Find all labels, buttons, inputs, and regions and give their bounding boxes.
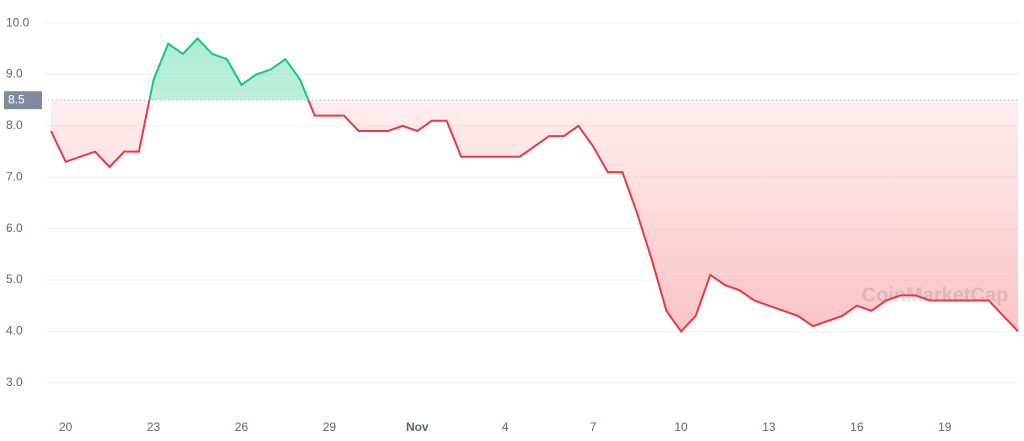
price-line-up <box>148 37 310 101</box>
x-tick-label: 19 <box>938 420 952 434</box>
y-tick-label: 8.0 <box>6 118 23 132</box>
x-tick-label: 13 <box>762 420 776 434</box>
x-tick-label: 4 <box>502 420 509 434</box>
y-tick-label: 10.0 <box>6 15 30 29</box>
baseline-label: 8.5 <box>8 92 25 106</box>
x-tick-label: 16 <box>850 420 864 434</box>
x-tick-label: Nov <box>406 420 429 434</box>
price-line-down <box>50 100 1019 333</box>
area-down <box>51 100 1018 332</box>
x-tick-label: 7 <box>590 420 597 434</box>
x-tick-label: 26 <box>235 420 249 434</box>
x-tick-label: 23 <box>147 420 161 434</box>
x-tick-label: 29 <box>323 420 337 434</box>
y-tick-label: 4.0 <box>6 324 23 338</box>
x-tick-label: 20 <box>59 420 73 434</box>
baseline-label-box <box>4 91 42 110</box>
y-tick-label: 5.0 <box>6 272 23 286</box>
x-tick-label: 10 <box>674 420 688 434</box>
area-up <box>51 38 1018 101</box>
y-tick-label: 7.0 <box>6 169 23 183</box>
y-tick-label: 9.0 <box>6 67 23 81</box>
y-tick-label: 6.0 <box>6 221 23 235</box>
y-tick-label: 3.0 <box>6 375 23 389</box>
